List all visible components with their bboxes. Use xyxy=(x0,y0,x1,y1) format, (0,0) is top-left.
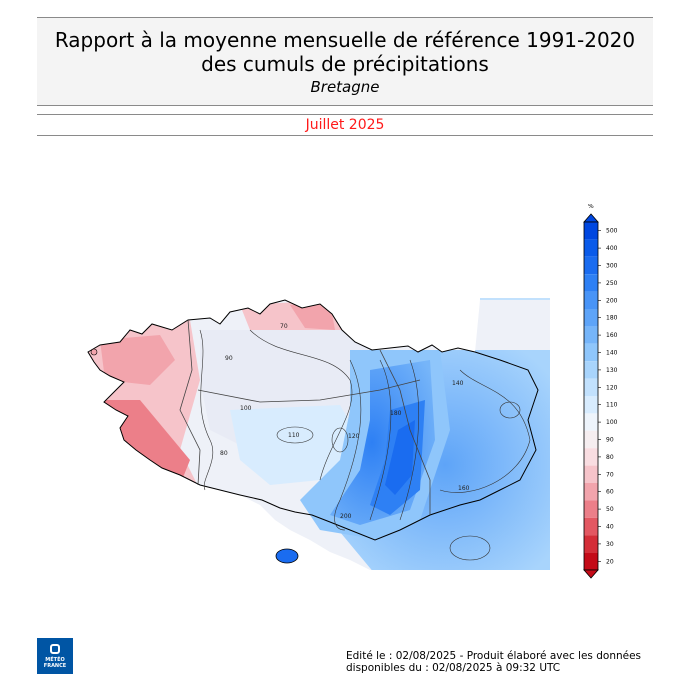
period-label: Juillet 2025 xyxy=(37,114,653,136)
legend-tick-label: 140 xyxy=(606,350,618,357)
legend-tick-label: 500 xyxy=(606,228,618,235)
color-legend: % 500 400 300 250 200 180 160 140 130 120 110 100 90… xyxy=(578,203,638,584)
legend-swatch xyxy=(584,291,598,309)
legend-tick-label: 300 xyxy=(606,263,618,270)
logo-mark-icon xyxy=(50,644,60,654)
contour-label: 90 xyxy=(225,355,233,362)
legend-svg: % 500 400 300 250 200 180 160 140 130 120 110 100 90… xyxy=(583,203,618,579)
legend-tick-label: 100 xyxy=(606,419,618,426)
legend-tick-label: 120 xyxy=(606,384,618,391)
department-boundary-armor-morbihan xyxy=(197,379,421,403)
belle-ile-island xyxy=(275,548,299,564)
contour-label: 100 xyxy=(240,405,252,412)
logo-text-1: MÉTÉO xyxy=(45,657,65,663)
legend-swatch xyxy=(584,396,598,414)
legend-swatch xyxy=(584,222,598,240)
map-svg: 70 80 90 100 110 120 140 160 180 200 xyxy=(87,298,550,570)
legend-swatch xyxy=(584,535,598,553)
legend-swatch xyxy=(584,274,598,292)
legend-swatch xyxy=(584,430,598,449)
legend-tick-label: 180 xyxy=(606,315,618,322)
legend-max-arrow xyxy=(583,213,599,223)
legend-unit: % xyxy=(588,204,594,210)
legend-tick-label: 30 xyxy=(606,541,614,548)
contour-label: 110 xyxy=(288,432,300,439)
logo-text-2: FRANCE xyxy=(43,663,67,669)
legend-swatch xyxy=(584,517,598,536)
ouessant-island xyxy=(90,348,98,356)
legend-tick-label: 70 xyxy=(606,471,614,478)
legend-tick-label: 250 xyxy=(606,280,618,287)
contour-label: 180 xyxy=(390,410,402,417)
legend-swatch xyxy=(584,448,598,466)
legend-tick-label: 200 xyxy=(606,297,618,304)
legend-tick-label: 20 xyxy=(606,558,614,565)
department-boundary-finistere xyxy=(179,319,201,486)
department-boundary-ille-et-vilaine xyxy=(379,349,431,515)
contour-lines xyxy=(199,329,531,561)
region-subtitle: Bretagne xyxy=(310,78,380,96)
title-panel: Rapport à la moyenne mensuelle de référe… xyxy=(37,17,653,106)
footer-line-2: disponibles du : 02/08/2025 à 09:32 UTC xyxy=(346,662,561,674)
legend-tick-label: 50 xyxy=(606,506,614,513)
precipitation-map: 70 80 90 100 110 120 140 160 180 200 xyxy=(80,290,560,580)
legend-swatch xyxy=(584,500,598,518)
legend-tick-label: 400 xyxy=(606,245,618,252)
legend-swatch xyxy=(584,378,598,396)
legend-swatch xyxy=(584,465,598,483)
legend-swatch xyxy=(584,256,598,275)
meteo-france-logo: MÉTÉO FRANCE xyxy=(37,638,73,674)
legend-swatch xyxy=(584,343,598,362)
contour-label: 120 xyxy=(348,433,360,440)
legend-swatch xyxy=(584,239,598,257)
legend-tick-label: 60 xyxy=(606,489,614,496)
legend-tick-label: 40 xyxy=(606,524,614,531)
legend-min-arrow xyxy=(583,569,599,579)
legend-swatch xyxy=(584,483,598,501)
contour-label: 140 xyxy=(452,380,464,387)
legend-swatch xyxy=(584,413,598,431)
legend-tick-label: 130 xyxy=(606,367,618,374)
contour-label: 200 xyxy=(340,513,352,520)
legend-tick-label: 160 xyxy=(606,332,618,339)
legend-tick-label: 90 xyxy=(606,437,614,444)
legend-swatch xyxy=(584,552,598,570)
footer-line-1: Edité le : 02/08/2025 - Produit élaboré … xyxy=(346,650,642,662)
footer-info: Edité le : 02/08/2025 - Produit élaboré … xyxy=(346,650,666,674)
contour-label: 70 xyxy=(280,323,288,330)
contour-label: 160 xyxy=(458,485,470,492)
legend-tick-label: 80 xyxy=(606,454,614,461)
legend-tick-label: 110 xyxy=(606,402,618,409)
brittany-outline xyxy=(87,299,539,541)
legend-swatch xyxy=(584,326,598,344)
contour-label: 80 xyxy=(220,450,228,457)
legend-swatch xyxy=(584,309,598,327)
legend-swatch xyxy=(584,361,598,379)
map-title: Rapport à la moyenne mensuelle de référe… xyxy=(54,28,636,76)
